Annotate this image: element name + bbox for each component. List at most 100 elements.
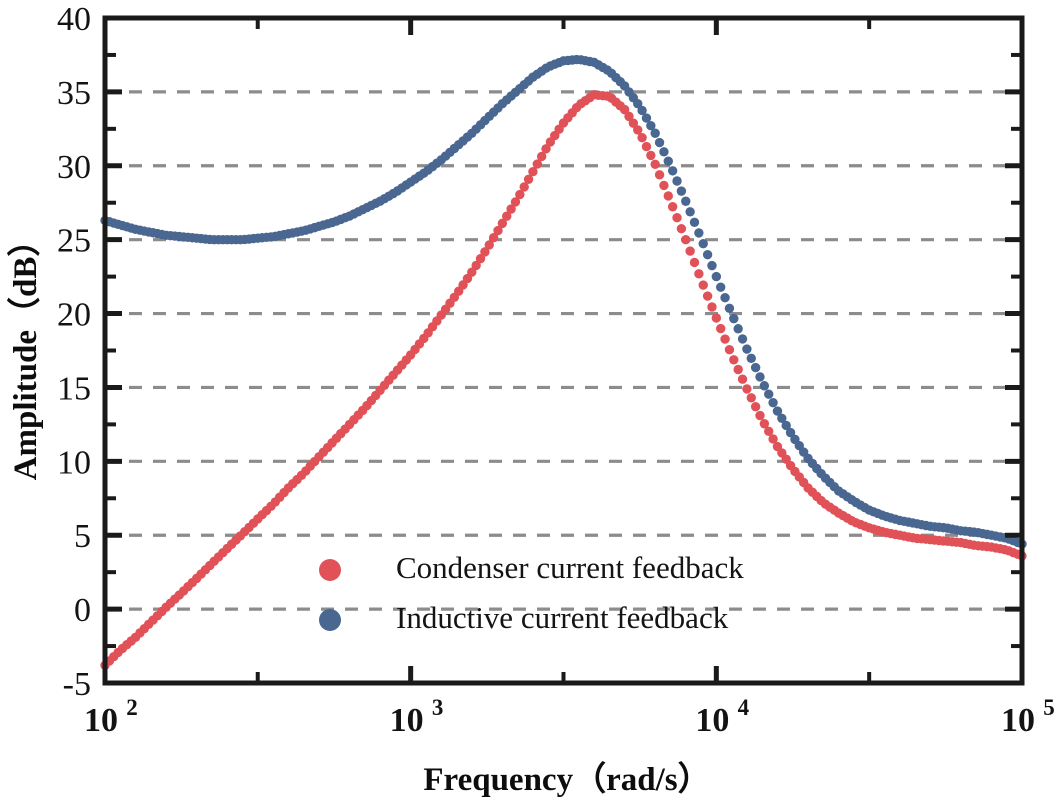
data-point bbox=[733, 364, 743, 375]
y-axis-title: Amplitude（dB） bbox=[7, 224, 44, 481]
legend-marker bbox=[319, 609, 341, 631]
data-point bbox=[624, 111, 634, 122]
y-tick-label: -5 bbox=[63, 666, 91, 703]
data-point bbox=[532, 159, 542, 169]
x-tick-mantissa: 10 bbox=[84, 702, 118, 739]
data-point bbox=[781, 420, 791, 431]
data-point bbox=[663, 156, 673, 166]
data-point bbox=[768, 397, 778, 408]
data-point bbox=[541, 144, 551, 154]
data-point bbox=[510, 197, 521, 207]
data-point bbox=[497, 218, 508, 229]
data-point bbox=[484, 240, 494, 250]
data-point bbox=[633, 99, 643, 109]
data-point bbox=[785, 427, 796, 438]
axis-ticks-layer bbox=[102, 15, 1025, 686]
legend-label: Inductive current feedback bbox=[396, 600, 729, 635]
data-point bbox=[641, 113, 652, 123]
y-tick-labels: -5 0 5 10 15 20 25 30 35 40 bbox=[57, 1, 91, 703]
data-point bbox=[663, 191, 673, 201]
data-point bbox=[742, 344, 752, 354]
data-point bbox=[506, 204, 516, 214]
data-point bbox=[724, 303, 735, 313]
data-point bbox=[755, 372, 765, 382]
data-point bbox=[716, 323, 726, 334]
data-point bbox=[676, 224, 687, 234]
data-point bbox=[694, 228, 704, 238]
data-point bbox=[519, 182, 529, 192]
x-tick-label: 10 3 bbox=[390, 695, 444, 739]
x-tick-mantissa: 10 bbox=[390, 702, 424, 739]
data-point bbox=[764, 426, 774, 437]
y-tick-label: 25 bbox=[57, 223, 91, 260]
data-point bbox=[528, 166, 538, 177]
data-point bbox=[681, 234, 691, 245]
data-point bbox=[698, 280, 708, 290]
data-point bbox=[628, 118, 639, 128]
data-point bbox=[750, 401, 761, 412]
data-point bbox=[488, 233, 499, 243]
data-point bbox=[764, 389, 774, 399]
data-point bbox=[480, 247, 490, 257]
data-point bbox=[694, 269, 704, 279]
data-point bbox=[493, 225, 503, 236]
y-tick-label: 15 bbox=[57, 370, 91, 407]
data-point bbox=[755, 410, 765, 421]
data-point bbox=[729, 355, 739, 365]
data-point bbox=[698, 238, 708, 249]
y-tick-label: 40 bbox=[57, 1, 91, 38]
y-tick-label: 10 bbox=[57, 444, 91, 481]
y-tick-label: 20 bbox=[57, 297, 91, 334]
data-point bbox=[716, 282, 726, 292]
data-point bbox=[637, 105, 647, 116]
data-point bbox=[746, 353, 756, 364]
data-point bbox=[672, 213, 682, 223]
x-tick-mantissa: 10 bbox=[1001, 702, 1035, 739]
legend-marker bbox=[319, 559, 341, 581]
data-point bbox=[720, 334, 730, 344]
data-point bbox=[685, 246, 695, 256]
x-tick-exponent: 2 bbox=[126, 695, 138, 720]
data-point bbox=[772, 406, 783, 416]
data-point bbox=[746, 393, 756, 403]
data-point bbox=[667, 202, 678, 212]
x-tick-labels: 10 2 10 3 10 4 10 5 bbox=[84, 695, 1055, 739]
data-point bbox=[707, 260, 717, 271]
legend: Condenser current feedback Inductive curr… bbox=[319, 550, 744, 635]
data-point bbox=[689, 217, 700, 228]
data-point bbox=[659, 180, 669, 191]
legend-label: Condenser current feedback bbox=[396, 550, 744, 585]
data-point bbox=[467, 267, 477, 277]
data-point bbox=[750, 362, 761, 373]
data-point bbox=[724, 344, 735, 355]
data-point bbox=[536, 151, 547, 162]
series-inductive bbox=[100, 54, 1027, 549]
data-point bbox=[702, 249, 713, 260]
x-tick-label: 10 5 bbox=[1001, 695, 1055, 739]
data-point bbox=[650, 159, 660, 169]
data-point bbox=[737, 334, 748, 344]
data-point bbox=[768, 434, 778, 444]
y-tick-label: 5 bbox=[74, 518, 91, 555]
y-tick-label: 0 bbox=[74, 592, 91, 629]
data-point bbox=[523, 174, 534, 185]
data-point bbox=[707, 302, 717, 312]
data-point bbox=[720, 293, 730, 303]
data-point bbox=[619, 104, 630, 115]
x-tick-mantissa: 10 bbox=[695, 702, 729, 739]
data-point bbox=[681, 196, 691, 206]
data-point bbox=[689, 257, 700, 268]
data-point bbox=[659, 147, 669, 157]
data-point bbox=[676, 186, 687, 196]
data-point bbox=[737, 374, 748, 384]
data-point bbox=[641, 141, 652, 152]
data-point bbox=[646, 120, 656, 131]
data-point bbox=[637, 133, 647, 143]
y-tick-label: 35 bbox=[57, 75, 91, 112]
data-point bbox=[475, 253, 486, 264]
data-point bbox=[515, 189, 525, 200]
data-point bbox=[711, 271, 722, 282]
